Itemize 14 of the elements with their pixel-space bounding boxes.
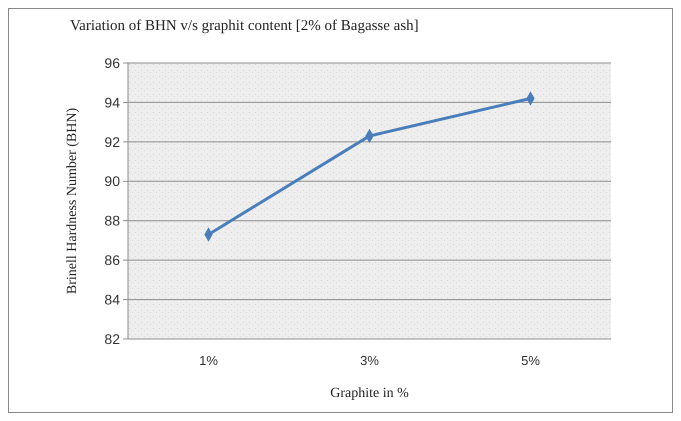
y-tick-label: 84 [104,291,120,308]
chart-title: Variation of BHN v/s graphit content [2% of Bagasse ash] [70,18,419,34]
x-tick-label: 3% [360,353,380,368]
y-tick-label: 82 [104,330,120,347]
x-axis-title: Graphite in % [330,386,410,401]
y-tick-label: 96 [104,54,120,71]
y-tick-label: 86 [104,252,120,268]
y-axis-title: Brinell Hardness Number (BHN) [65,108,80,294]
y-tick-label: 92 [104,134,120,150]
x-tick-label: 5% [521,353,540,368]
x-tick-label: 1% [199,353,218,368]
y-tick-label: 94 [104,94,120,110]
y-tick-label: 88 [104,212,120,229]
y-tick-label: 90 [104,173,120,190]
